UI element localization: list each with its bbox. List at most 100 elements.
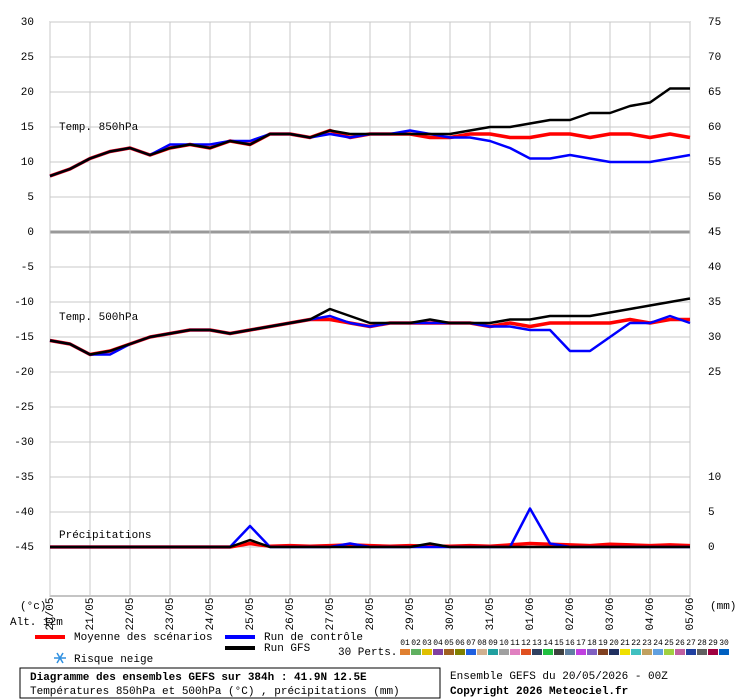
y-tick-label: 20 <box>21 87 34 99</box>
panel-label: Temp. 500hPa <box>59 312 139 324</box>
y2-tick-label: 5 <box>708 507 715 519</box>
pert-swatch <box>598 649 608 655</box>
pert-label: 30 <box>719 639 729 648</box>
y2-tick-label: 55 <box>708 157 721 169</box>
y-tick-label: 15 <box>21 122 34 134</box>
pert-swatch <box>521 649 531 655</box>
x-tick-label: 22/05 <box>125 597 137 630</box>
legend-label: Risque neige <box>74 654 153 666</box>
pert-label: 05 <box>444 639 454 648</box>
pert-swatch <box>642 649 652 655</box>
y2-tick-label: 40 <box>708 262 721 274</box>
pert-swatch <box>609 649 619 655</box>
panel-label: Précipitations <box>59 530 151 542</box>
y-tick-label: 5 <box>27 192 34 204</box>
y-tick-label: -15 <box>14 332 34 344</box>
y-tick-label: -30 <box>14 437 34 449</box>
pert-label: 22 <box>631 639 641 648</box>
pert-label: 12 <box>521 639 531 648</box>
x-tick-label: 31/05 <box>485 597 497 630</box>
y2-tick-label: 10 <box>708 472 721 484</box>
pert-swatch <box>554 649 564 655</box>
footer-run: Ensemble GEFS du 20/05/2026 - 00Z <box>450 671 668 683</box>
pert-swatch <box>719 649 729 655</box>
y-tick-label: -25 <box>14 402 34 414</box>
x-tick-label: 30/05 <box>445 597 457 630</box>
pert-swatch <box>488 649 498 655</box>
x-tick-label: 23/05 <box>165 597 177 630</box>
pert-swatch <box>466 649 476 655</box>
pert-swatch <box>422 649 432 655</box>
footer-box <box>19 667 441 699</box>
pert-label: 06 <box>455 639 465 648</box>
x-tick-label: 20/05 <box>45 597 57 630</box>
y-tick-label: -5 <box>21 262 34 274</box>
x-tick-label: 25/05 <box>245 597 257 630</box>
pert-label: 03 <box>422 639 432 648</box>
pert-label: 29 <box>708 639 718 648</box>
footer-copyright: Copyright 2026 Meteociel.fr <box>450 686 628 698</box>
y2-tick-label: 50 <box>708 192 721 204</box>
y2-tick-label: 65 <box>708 87 721 99</box>
pert-label: 17 <box>576 639 586 648</box>
y2-tick-label: 35 <box>708 297 721 309</box>
y2-tick-label: 45 <box>708 227 721 239</box>
y2-tick-label: 75 <box>708 17 721 29</box>
pert-swatch <box>620 649 630 655</box>
pert-label: 14 <box>543 639 553 648</box>
y2-tick-label: 70 <box>708 52 721 64</box>
pert-label: 15 <box>554 639 564 648</box>
pert-label: 26 <box>675 639 685 648</box>
pert-swatch <box>510 649 520 655</box>
y-tick-label: 0 <box>27 227 34 239</box>
pert-label: 07 <box>466 639 476 648</box>
pert-label: 28 <box>697 639 707 648</box>
series-line <box>49 87 690 178</box>
y2-tick-label: 60 <box>708 122 721 134</box>
pert-label: 27 <box>686 639 696 648</box>
pert-swatch <box>400 649 410 655</box>
y-tick-label: -40 <box>14 507 34 519</box>
pert-swatch <box>433 649 443 655</box>
pert-label: 23 <box>642 639 652 648</box>
pert-swatch <box>565 649 575 655</box>
pert-swatch <box>444 649 454 655</box>
y-tick-label: -35 <box>14 472 34 484</box>
x-tick-label: 28/05 <box>365 597 377 630</box>
pert-swatch <box>664 649 674 655</box>
pert-swatch <box>708 649 718 655</box>
y2-tick-label: 30 <box>708 332 721 344</box>
pert-label: 16 <box>565 639 575 648</box>
series-line <box>50 538 690 549</box>
pert-label: 01 <box>400 639 410 648</box>
pert-label: 19 <box>598 639 608 648</box>
snow-icon <box>54 652 66 664</box>
x-tick-label: 01/06 <box>525 597 537 630</box>
x-tick-label: 02/06 <box>565 597 577 630</box>
pert-label: 09 <box>488 639 498 648</box>
x-tick-label: 26/05 <box>285 597 297 630</box>
x-tick-label: 03/06 <box>605 597 617 630</box>
y-unit: (°c) <box>20 601 46 613</box>
y-tick-label: -20 <box>14 367 34 379</box>
perts-title: 30 Perts. <box>338 647 397 659</box>
legend-label: Run GFS <box>264 643 311 655</box>
pert-label: 21 <box>620 639 630 648</box>
y-tick-label: -10 <box>14 297 34 309</box>
footer-title: Diagramme des ensembles GEFS sur 384h : … <box>30 672 367 684</box>
pert-label: 02 <box>411 639 421 648</box>
pert-swatch <box>411 649 421 655</box>
pert-label: 25 <box>664 639 674 648</box>
x-tick-label: 05/06 <box>685 597 697 630</box>
pert-swatch <box>587 649 597 655</box>
x-tick-label: 29/05 <box>405 597 417 630</box>
altitude: Alt. 12m <box>10 617 63 629</box>
x-tick-label: 27/05 <box>325 597 337 630</box>
pert-swatch <box>543 649 553 655</box>
pert-swatch <box>697 649 707 655</box>
pert-label: 24 <box>653 639 663 648</box>
pert-label: 18 <box>587 639 597 648</box>
x-tick-label: 04/06 <box>645 597 657 630</box>
pert-swatch <box>653 649 663 655</box>
